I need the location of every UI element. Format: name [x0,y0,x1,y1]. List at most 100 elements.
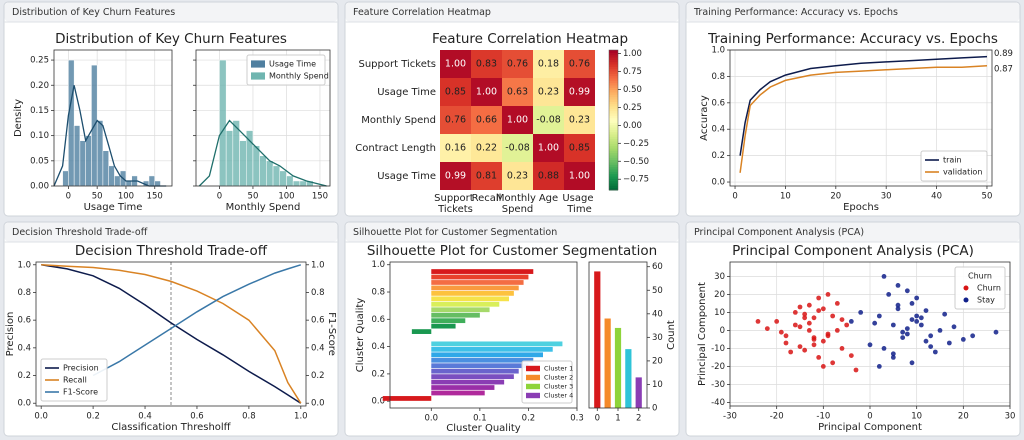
colorbar-strip [609,59,618,63]
scatter-point [867,342,873,348]
silhouette-bar [431,301,500,307]
colorbar-strip [609,54,618,58]
legend-box [521,360,573,404]
y-axis-label: Accuracy [699,95,710,141]
heatmap-cell [471,162,502,190]
scatter-point [820,338,826,344]
scatter-point [816,295,822,301]
scatter-point [909,301,915,306]
legend-swatch [526,374,540,381]
count-bar [614,327,622,408]
colorbar-strip [609,122,618,126]
series-line [739,65,988,173]
silhouette-bar [431,390,485,396]
cell-label: 0.16 [445,143,466,154]
x-axis-label: Cluster Quality [446,423,520,434]
y-tick-label: -10 [711,344,725,354]
y-tick-label: 0.6 [711,98,725,108]
y2-axis-label: Count [666,320,677,350]
scatter-point [993,329,999,335]
silhouette-bar [431,312,480,318]
scatter-point [853,367,859,373]
x-tick-label: 0.4 [138,412,152,422]
silhouette-bar [431,323,456,329]
legend-label: Cluster 4 [544,392,573,400]
histogram-bar [259,155,267,187]
cell-label: 1.00 [507,115,528,126]
plot-frame [729,49,993,187]
row-label: Usage Time [377,171,436,182]
plot-frame [389,261,578,409]
chart-title: Distribution of Key Churn Features [55,31,287,47]
plot-frame [53,49,173,187]
x-tick-label: 1.0 [294,412,308,422]
column-label: Age [539,193,558,204]
legend-swatch [526,383,540,390]
y-tick-label: 0.0 [311,399,325,409]
x-tick-label: 10 [911,412,922,422]
heatmap-cell [564,106,595,134]
y-tick-label: 0.0 [371,397,385,407]
x-axis-label: Monthly Spend [226,202,301,213]
silhouette-bar [431,352,543,358]
y-tick-label: 40 [652,309,663,319]
scatter-point [881,346,887,351]
series-line [41,264,302,404]
colorbar-strip [609,113,618,116]
legend-swatch [526,392,540,399]
legend-swatch [251,72,265,80]
legend-box [40,358,108,402]
scatter-point [778,329,784,335]
colorbar-strip [609,82,618,86]
y-tick-label: 30 [714,272,725,282]
histogram-bar [148,175,155,187]
scatter-point [876,364,882,369]
heatmap-cell [471,134,502,162]
scatter-point [914,313,920,319]
x-tick-label: 0.8 [242,412,256,422]
scatter-point [830,313,836,319]
x-axis-label: Epochs [843,202,879,213]
scatter-point [806,320,812,326]
scatter-point [848,319,854,324]
silhouette-bar [431,269,534,274]
y-axis-label: Precision [5,312,16,357]
x-axis-label: Principal Component [818,422,922,433]
heatmap-cell [502,106,533,134]
x-tick-label: 100 [118,192,134,202]
y-tick-label: 0.00 [623,121,642,131]
scatter-point [890,355,896,360]
scatter-point [928,344,934,349]
x-tick-label: 150 [147,192,163,202]
scatter-point [923,338,929,344]
heatmap-cell [471,78,502,106]
y-tick-label: -20 [711,362,725,372]
row-label: Monthly Spend [361,115,436,126]
y-tick-label: 0.0 [711,178,725,188]
heatmap-cell [564,134,595,162]
colorbar-strip [609,155,618,158]
histogram-bar [102,150,109,187]
scatter-point [848,353,854,358]
cell-label: -0.08 [536,115,561,126]
colorbar-strip [609,120,618,123]
legend-label: validation [943,168,982,177]
scatter-point [942,311,948,317]
colorbar-strip [609,178,618,182]
panel-header [345,2,679,22]
y-tick-label: 60 [652,262,663,272]
scatter-point [834,328,840,333]
y-tick-label: 0.6 [311,316,325,326]
histogram-bar [154,180,161,187]
y-tick-label: 0.15 [30,106,49,116]
x-tick-label: 0.1 [473,414,487,424]
histogram-bar [279,170,287,187]
x-tick-label: 0.3 [570,414,584,424]
histogram-bar [299,180,307,187]
legend-label: F1-Score [63,388,98,397]
row-label: Support Tickets [358,59,436,70]
panel-header-title: Feature Correlation Heatmap [353,7,491,18]
legend-label: Cluster 2 [544,374,573,382]
x-tick-label: 30 [881,192,892,202]
cell-label: -0.08 [505,143,530,154]
